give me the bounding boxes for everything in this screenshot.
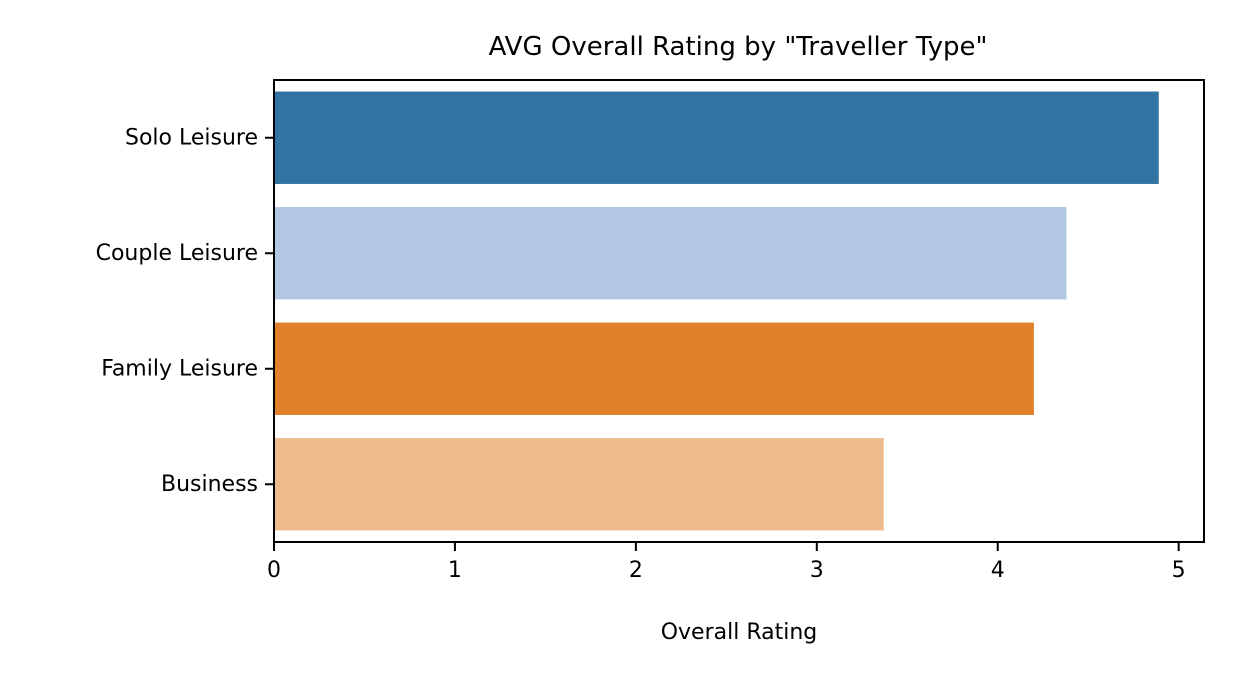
bar-business	[274, 438, 884, 531]
bars-group	[274, 91, 1159, 531]
y-tick-label: Couple Leisure	[96, 241, 258, 266]
y-axis-ticks: Solo Leisure Couple Leisure Family Leisure…	[96, 125, 274, 497]
bar-solo-leisure	[274, 91, 1159, 184]
x-axis-label: Overall Rating	[661, 620, 818, 645]
x-tick-label: 4	[991, 558, 1005, 583]
y-tick-label: Family Leisure	[101, 356, 258, 381]
y-tick-label: Business	[161, 472, 258, 497]
bar-family-leisure	[274, 322, 1034, 415]
x-tick-label: 1	[448, 558, 462, 583]
y-tick-label: Solo Leisure	[125, 125, 258, 150]
x-tick-label: 0	[267, 558, 281, 583]
x-tick-label: 3	[810, 558, 824, 583]
x-axis-ticks: 0 1 2 3 4 5	[267, 542, 1186, 583]
plot-area-frame	[273, 79, 1205, 543]
x-tick-label: 5	[1172, 558, 1186, 583]
chart-title: AVG Overall Rating by "Traveller Type"	[489, 32, 988, 62]
bar-couple-leisure	[274, 207, 1067, 300]
x-tick-label: 2	[629, 558, 643, 583]
